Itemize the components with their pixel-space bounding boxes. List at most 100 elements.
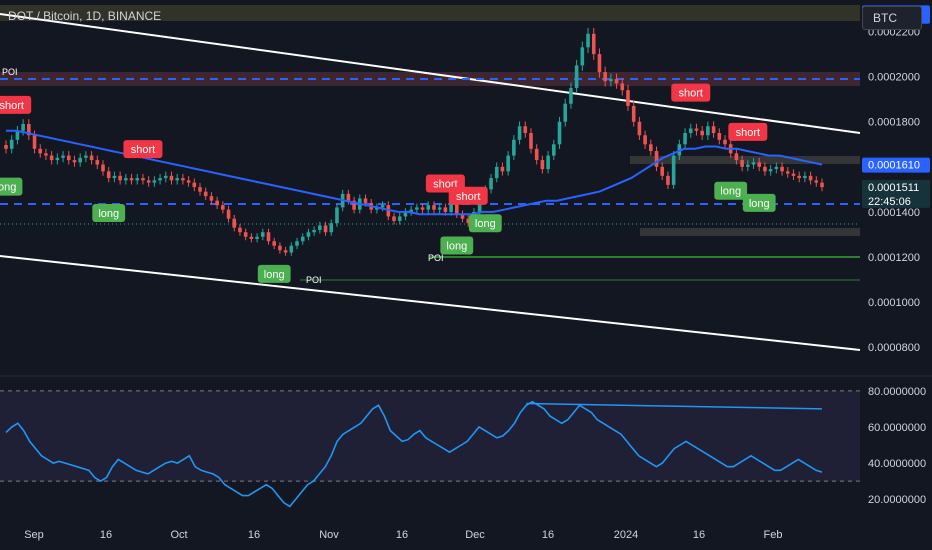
price-tick-label: 0.0000800 (868, 342, 920, 354)
candle-body (763, 166, 767, 172)
candle-body (780, 166, 784, 172)
price-marker-box (862, 179, 930, 208)
signal-text: short (456, 191, 480, 203)
time-tick-label: Sep (24, 529, 44, 541)
time-tick-label: 16 (396, 529, 408, 541)
candle-body (215, 200, 219, 206)
signal-text: short (0, 100, 24, 112)
candle-body (820, 182, 824, 188)
candle-body (352, 200, 356, 210)
rsi-band (0, 390, 860, 482)
candle-body (21, 124, 25, 131)
candle-body (66, 155, 71, 161)
signal-box (468, 214, 502, 233)
candle-body (403, 211, 408, 217)
candle-body (454, 202, 459, 215)
candle-body (335, 207, 339, 224)
signal-box (728, 122, 768, 141)
candle-body (540, 160, 545, 170)
candle-body (637, 121, 642, 136)
time-tick-label: 16 (693, 529, 705, 541)
long-signal: long (714, 181, 748, 200)
candle-body (243, 232, 248, 237)
candle-body (654, 151, 659, 167)
candle-body (489, 178, 493, 190)
candle-body (238, 227, 242, 233)
candle-body (591, 33, 596, 55)
support-zone (640, 228, 860, 236)
candle-body (569, 87, 573, 104)
long-signal: long (257, 264, 291, 283)
candle-body (346, 193, 351, 201)
candle-body (181, 178, 185, 181)
candle-body (249, 236, 254, 239)
candle-body (426, 205, 431, 210)
price-marker-label: 0.0001511 (868, 182, 919, 194)
candle-body (95, 160, 100, 165)
candle-body (791, 173, 796, 176)
long-signal: long (742, 193, 776, 212)
candle-body (512, 139, 516, 156)
signal-text: long (264, 269, 285, 281)
signal-box (0, 177, 23, 196)
candle-body (660, 166, 665, 176)
candle-body (363, 198, 368, 203)
signal-text: long (0, 182, 16, 194)
signal-text: short (679, 88, 703, 100)
candle-body (152, 180, 157, 183)
candle-body (44, 153, 48, 156)
candle-body (563, 103, 568, 122)
candle-body (534, 148, 539, 161)
price-marker-box (862, 157, 930, 173)
signal-text: long (749, 198, 770, 210)
candle-body (614, 78, 619, 84)
candle-body (517, 126, 522, 140)
candle-body (255, 236, 259, 239)
signal-box (257, 264, 291, 283)
candle-body (586, 33, 590, 48)
poi-zone-top (0, 72, 860, 86)
candle-body (609, 78, 613, 82)
short-signal: short (728, 122, 768, 141)
countdown-label: 22:45:06 (868, 196, 911, 208)
time-tick-label: Dec (465, 529, 485, 541)
rsi-line (5, 400, 823, 508)
candle-body (380, 205, 385, 208)
candle-body (312, 229, 316, 233)
candle-body (529, 133, 533, 149)
candle-body (597, 54, 602, 73)
short-signal: short (0, 95, 32, 114)
candle-body (546, 155, 550, 170)
candle-body (141, 178, 145, 181)
currency-button[interactable]: BTC (862, 6, 922, 30)
signal-box (123, 140, 163, 159)
candle-body (32, 135, 37, 149)
candle-body (500, 166, 505, 172)
candle-body (683, 133, 687, 145)
candle-body (295, 241, 299, 246)
candle-body (774, 166, 779, 170)
candle-body (460, 214, 465, 219)
time-tick-label: 16 (542, 529, 554, 541)
signal-box (0, 95, 32, 114)
resistance-zone (630, 156, 860, 164)
candle-body (574, 65, 579, 88)
price-tick-label: 0.0001400 (868, 207, 920, 219)
candle-body (266, 232, 271, 242)
candle-body (808, 175, 813, 181)
candle-body (278, 245, 282, 251)
candle-body (437, 207, 442, 210)
price-tick-label: 0.0001200 (868, 252, 920, 264)
candle-body (757, 162, 762, 167)
candle-body (101, 164, 105, 172)
candle-body (751, 162, 756, 165)
price-tick-label: 0.0001000 (868, 297, 920, 309)
time-tick-label: 2024 (614, 529, 638, 541)
long-signal: long (92, 204, 126, 223)
candle-body (118, 175, 122, 181)
price-marker-label: 0.0001610 (868, 160, 920, 172)
candle-body (300, 236, 305, 242)
candle-body (9, 139, 14, 149)
candle-body (603, 72, 607, 82)
